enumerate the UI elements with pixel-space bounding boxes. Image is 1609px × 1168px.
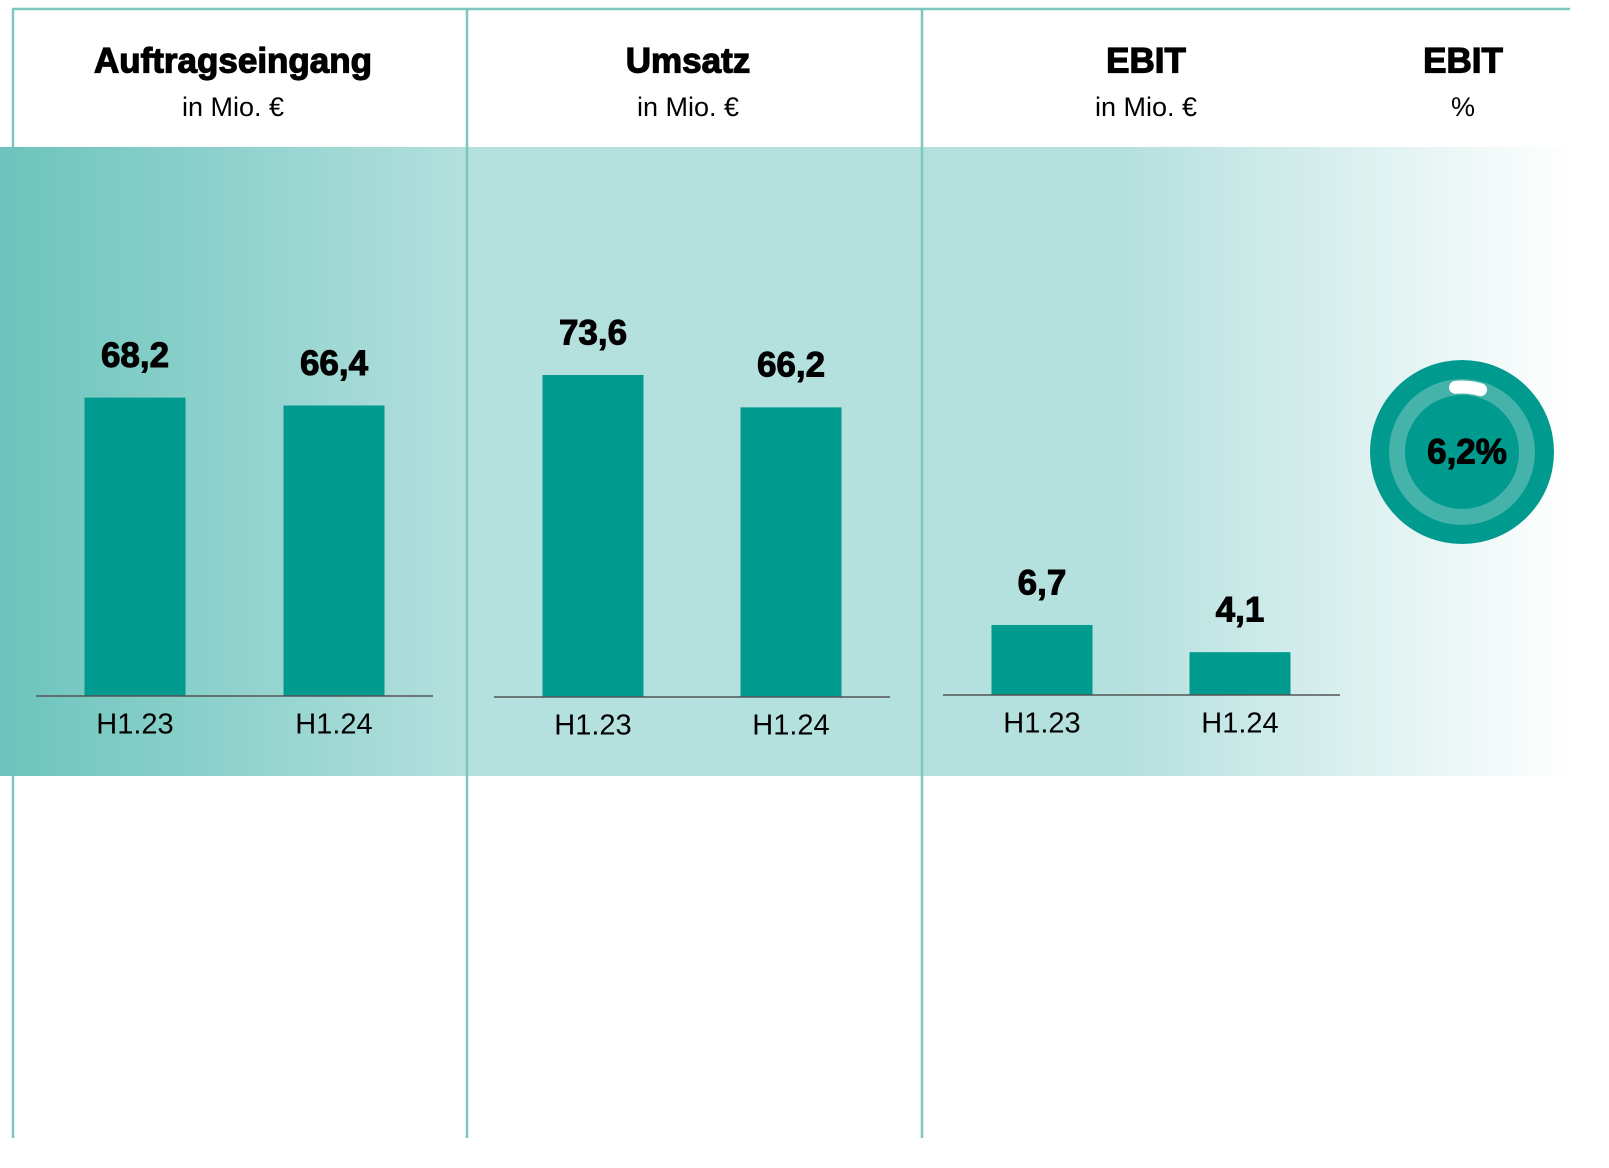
value-label: 66,4 bbox=[300, 344, 369, 383]
bar bbox=[84, 397, 186, 696]
frame bbox=[11, 7, 1570, 1138]
x-tick-label: H1.23 bbox=[554, 710, 631, 742]
bar bbox=[283, 405, 385, 696]
chart-title: EBIT bbox=[1423, 41, 1503, 80]
bar bbox=[740, 407, 842, 697]
chart-subtitle: in Mio. € bbox=[182, 92, 284, 122]
x-tick-label: H1.24 bbox=[752, 710, 829, 742]
bar bbox=[991, 625, 1093, 695]
chart-title: Umsatz bbox=[626, 41, 750, 80]
value-label: 68,2 bbox=[101, 336, 169, 375]
value-label: 73,6 bbox=[559, 313, 627, 352]
gauge-arc bbox=[1449, 380, 1488, 397]
value-label: 4,1 bbox=[1216, 590, 1265, 629]
band bbox=[0, 147, 467, 776]
chart-title: EBIT bbox=[1106, 41, 1186, 80]
gauge-label: 6,2% bbox=[1427, 432, 1507, 471]
chart-title: Auftragseingang bbox=[94, 41, 372, 80]
chart-subtitle: in Mio. € bbox=[637, 92, 739, 122]
x-tick-label: H1.24 bbox=[1201, 708, 1278, 740]
bar bbox=[542, 375, 644, 697]
band bbox=[467, 147, 922, 776]
gauge-inner bbox=[1405, 395, 1519, 509]
value-label: 66,2 bbox=[757, 346, 825, 385]
x-tick-label: H1.23 bbox=[96, 709, 173, 741]
chart-subtitle: % bbox=[1451, 92, 1475, 122]
bar bbox=[1189, 652, 1291, 695]
x-tick-label: H1.23 bbox=[1003, 708, 1080, 740]
value-label: 6,7 bbox=[1018, 563, 1067, 602]
x-tick-label: H1.24 bbox=[295, 709, 372, 741]
chart-subtitle: in Mio. € bbox=[1095, 92, 1197, 122]
